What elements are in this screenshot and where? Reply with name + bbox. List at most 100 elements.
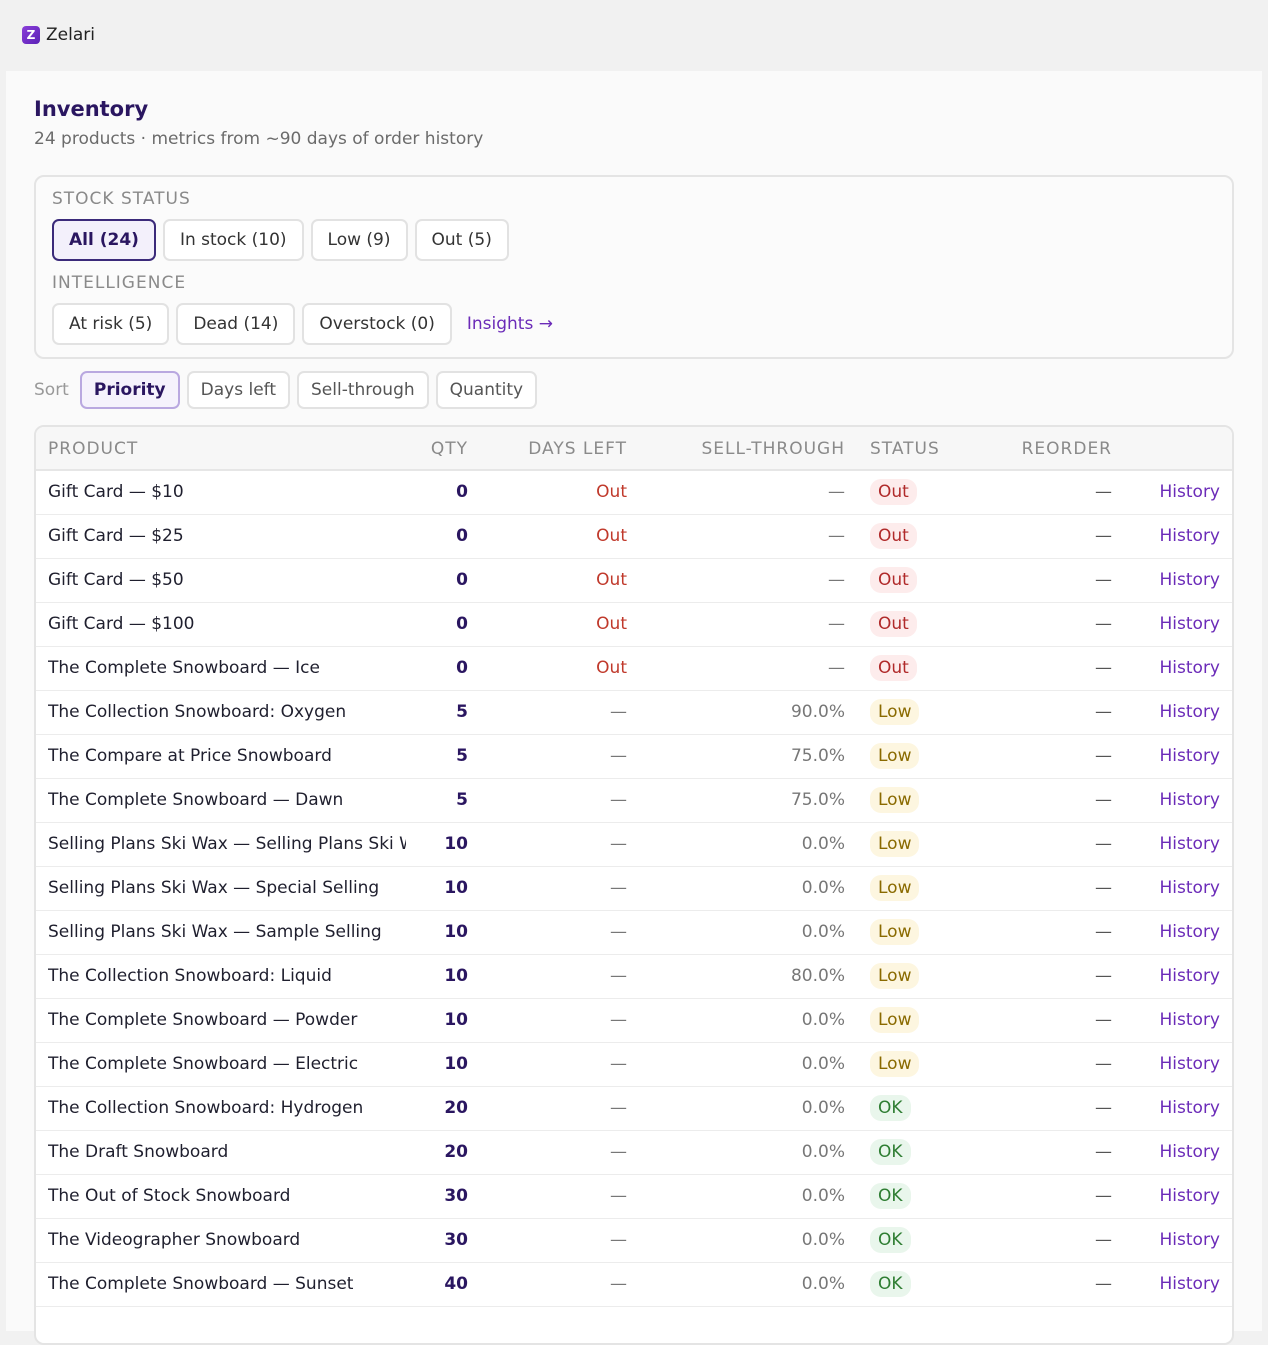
history-link[interactable]: History (1159, 614, 1220, 634)
quantity-value: 0 (456, 526, 468, 546)
sort-sell-through-button[interactable]: Sell-through (297, 371, 429, 409)
status-badge: OK (870, 1183, 911, 1209)
quantity-value: 0 (456, 570, 468, 590)
table-row[interactable]: The Videographer Snowboard 30 — 0.0% OK — Hist… (36, 1219, 1232, 1263)
history-link[interactable]: History (1159, 878, 1220, 898)
insights-link[interactable]: Insights → (466, 314, 553, 334)
sort-quantity-button[interactable]: Quantity (435, 371, 538, 409)
status-badge: Low (870, 875, 920, 901)
filter-low-chip[interactable]: Low (9) (310, 219, 408, 261)
status-badge: Out (870, 523, 917, 549)
sell-through-value: 0.0% (801, 1010, 845, 1030)
filter-at-risk-chip[interactable]: At risk (5) (52, 303, 170, 345)
table-row[interactable]: Gift Card — $10 0 Out — Out — History (36, 471, 1232, 515)
sort-label: Sort (34, 380, 69, 400)
history-link[interactable]: History (1159, 1142, 1220, 1162)
product-name: The Complete Snowboard — Electric (48, 1054, 359, 1074)
table-row[interactable]: The Complete Snowboard — Electric 10 — 0.0%… (36, 1043, 1232, 1087)
history-link[interactable]: History (1159, 658, 1220, 678)
top-bar: Z Zelari (0, 0, 1268, 70)
history-link[interactable]: History (1159, 1010, 1220, 1030)
reorder-value: — (1095, 878, 1112, 898)
header-days-left[interactable]: DAYS LEFT (528, 439, 627, 459)
table-row[interactable]: The Complete Snowboard — Ice 0 Out — Out — His… (36, 647, 1232, 691)
header-qty[interactable]: QTY (430, 439, 468, 459)
quantity-value: 10 (444, 878, 468, 898)
reorder-value: — (1095, 922, 1112, 942)
history-link[interactable]: History (1159, 790, 1220, 810)
reorder-value: — (1095, 1098, 1112, 1118)
table-row[interactable]: The Complete Snowboard — Powder 10 — 0.0% Lo… (36, 999, 1232, 1043)
reorder-value: — (1095, 1010, 1112, 1030)
quantity-value: 20 (444, 1098, 468, 1118)
days-left-value: Out (596, 614, 627, 634)
filter-overstock-chip[interactable]: Overstock (0) (302, 303, 452, 345)
reorder-value: — (1095, 1186, 1112, 1206)
filter-out-chip[interactable]: Out (5) (414, 219, 509, 261)
sell-through-value: 80.0% (790, 966, 845, 986)
table-row[interactable]: The Draft Snowboard 20 — 0.0% OK — History (36, 1131, 1232, 1175)
table-row[interactable]: Gift Card — $25 0 Out — Out — History (36, 515, 1232, 559)
history-link[interactable]: History (1159, 482, 1220, 502)
status-badge: OK (870, 1227, 911, 1253)
header-product[interactable]: PRODUCT (48, 439, 139, 459)
status-badge: OK (870, 1271, 911, 1297)
table-row[interactable]: The Complete Snowboard — Dawn 5 — 75.0% Low —… (36, 779, 1232, 823)
history-link[interactable]: History (1159, 746, 1220, 766)
header-status[interactable]: STATUS (870, 439, 940, 459)
quantity-value: 5 (456, 790, 468, 810)
sell-through-value: — (828, 526, 845, 546)
history-link[interactable]: History (1159, 1230, 1220, 1250)
table-row[interactable]: Selling Plans Ski Wax — Selling Plans Sk… (36, 823, 1232, 867)
filter-in-stock-chip[interactable]: In stock (10) (162, 219, 304, 261)
history-link[interactable]: History (1159, 526, 1220, 546)
history-link[interactable]: History (1159, 1098, 1220, 1118)
inventory-table: PRODUCT QTY DAYS LEFT SELL-THROUGH STATU… (34, 425, 1234, 1345)
history-link[interactable]: History (1159, 834, 1220, 854)
history-link[interactable]: History (1159, 1274, 1220, 1294)
history-link[interactable]: History (1159, 922, 1220, 942)
quantity-value: 10 (444, 834, 468, 854)
days-left-value: — (610, 1230, 627, 1250)
product-name: The Compare at Price Snowboard (48, 746, 332, 766)
table-row[interactable]: Gift Card — $100 0 Out — Out — History (36, 603, 1232, 647)
days-left-value: — (610, 834, 627, 854)
sell-through-value: — (828, 570, 845, 590)
header-reorder[interactable]: REORDER (1021, 439, 1112, 459)
sort-days-left-button[interactable]: Days left (186, 371, 291, 409)
sell-through-value: 0.0% (801, 834, 845, 854)
table-row[interactable]: The Compare at Price Snowboard 5 — 75.0% Low… (36, 735, 1232, 779)
sell-through-value: — (828, 614, 845, 634)
sort-priority-button[interactable]: Priority (79, 371, 180, 409)
product-name: Selling Plans Ski Wax — Sample Selling (48, 922, 382, 942)
product-name: The Complete Snowboard — Powder (48, 1010, 358, 1030)
status-badge: Out (870, 611, 917, 637)
filter-dead-chip[interactable]: Dead (14) (176, 303, 296, 345)
table-body: Gift Card — $10 0 Out — Out — History Gift Card… (36, 471, 1232, 1307)
quantity-value: 5 (456, 702, 468, 722)
history-link[interactable]: History (1159, 570, 1220, 590)
sell-through-value: 0.0% (801, 1274, 845, 1294)
table-row[interactable]: The Complete Snowboard — Sunset 40 — 0.0% OK… (36, 1263, 1232, 1307)
reorder-value: — (1095, 834, 1112, 854)
table-row[interactable]: The Out of Stock Snowboard 30 — 0.0% OK — Hist… (36, 1175, 1232, 1219)
table-row[interactable]: The Collection Snowboard: Hydrogen 20 — 0.0… (36, 1087, 1232, 1131)
header-sell-through[interactable]: SELL-THROUGH (701, 439, 845, 459)
table-row[interactable]: Selling Plans Ski Wax — Sample Selling 10… (36, 911, 1232, 955)
sell-through-value: — (828, 658, 845, 678)
sell-through-value: 0.0% (801, 1054, 845, 1074)
table-row[interactable]: The Collection Snowboard: Oxygen 5 — 90.0% L… (36, 691, 1232, 735)
history-link[interactable]: History (1159, 966, 1220, 986)
filter-all-chip[interactable]: All (24) (52, 219, 156, 261)
history-link[interactable]: History (1159, 702, 1220, 722)
sell-through-value: 90.0% (790, 702, 845, 722)
stock-status-label: STOCK STATUS (52, 189, 191, 209)
product-name: Gift Card — $100 (48, 614, 195, 634)
table-row[interactable]: Selling Plans Ski Wax — Special Selling 1… (36, 867, 1232, 911)
table-row[interactable]: The Collection Snowboard: Liquid 10 — 80.0%… (36, 955, 1232, 999)
table-row[interactable]: Gift Card — $50 0 Out — Out — History (36, 559, 1232, 603)
history-link[interactable]: History (1159, 1186, 1220, 1206)
status-badge: Low (870, 699, 920, 725)
reorder-value: — (1095, 658, 1112, 678)
history-link[interactable]: History (1159, 1054, 1220, 1074)
